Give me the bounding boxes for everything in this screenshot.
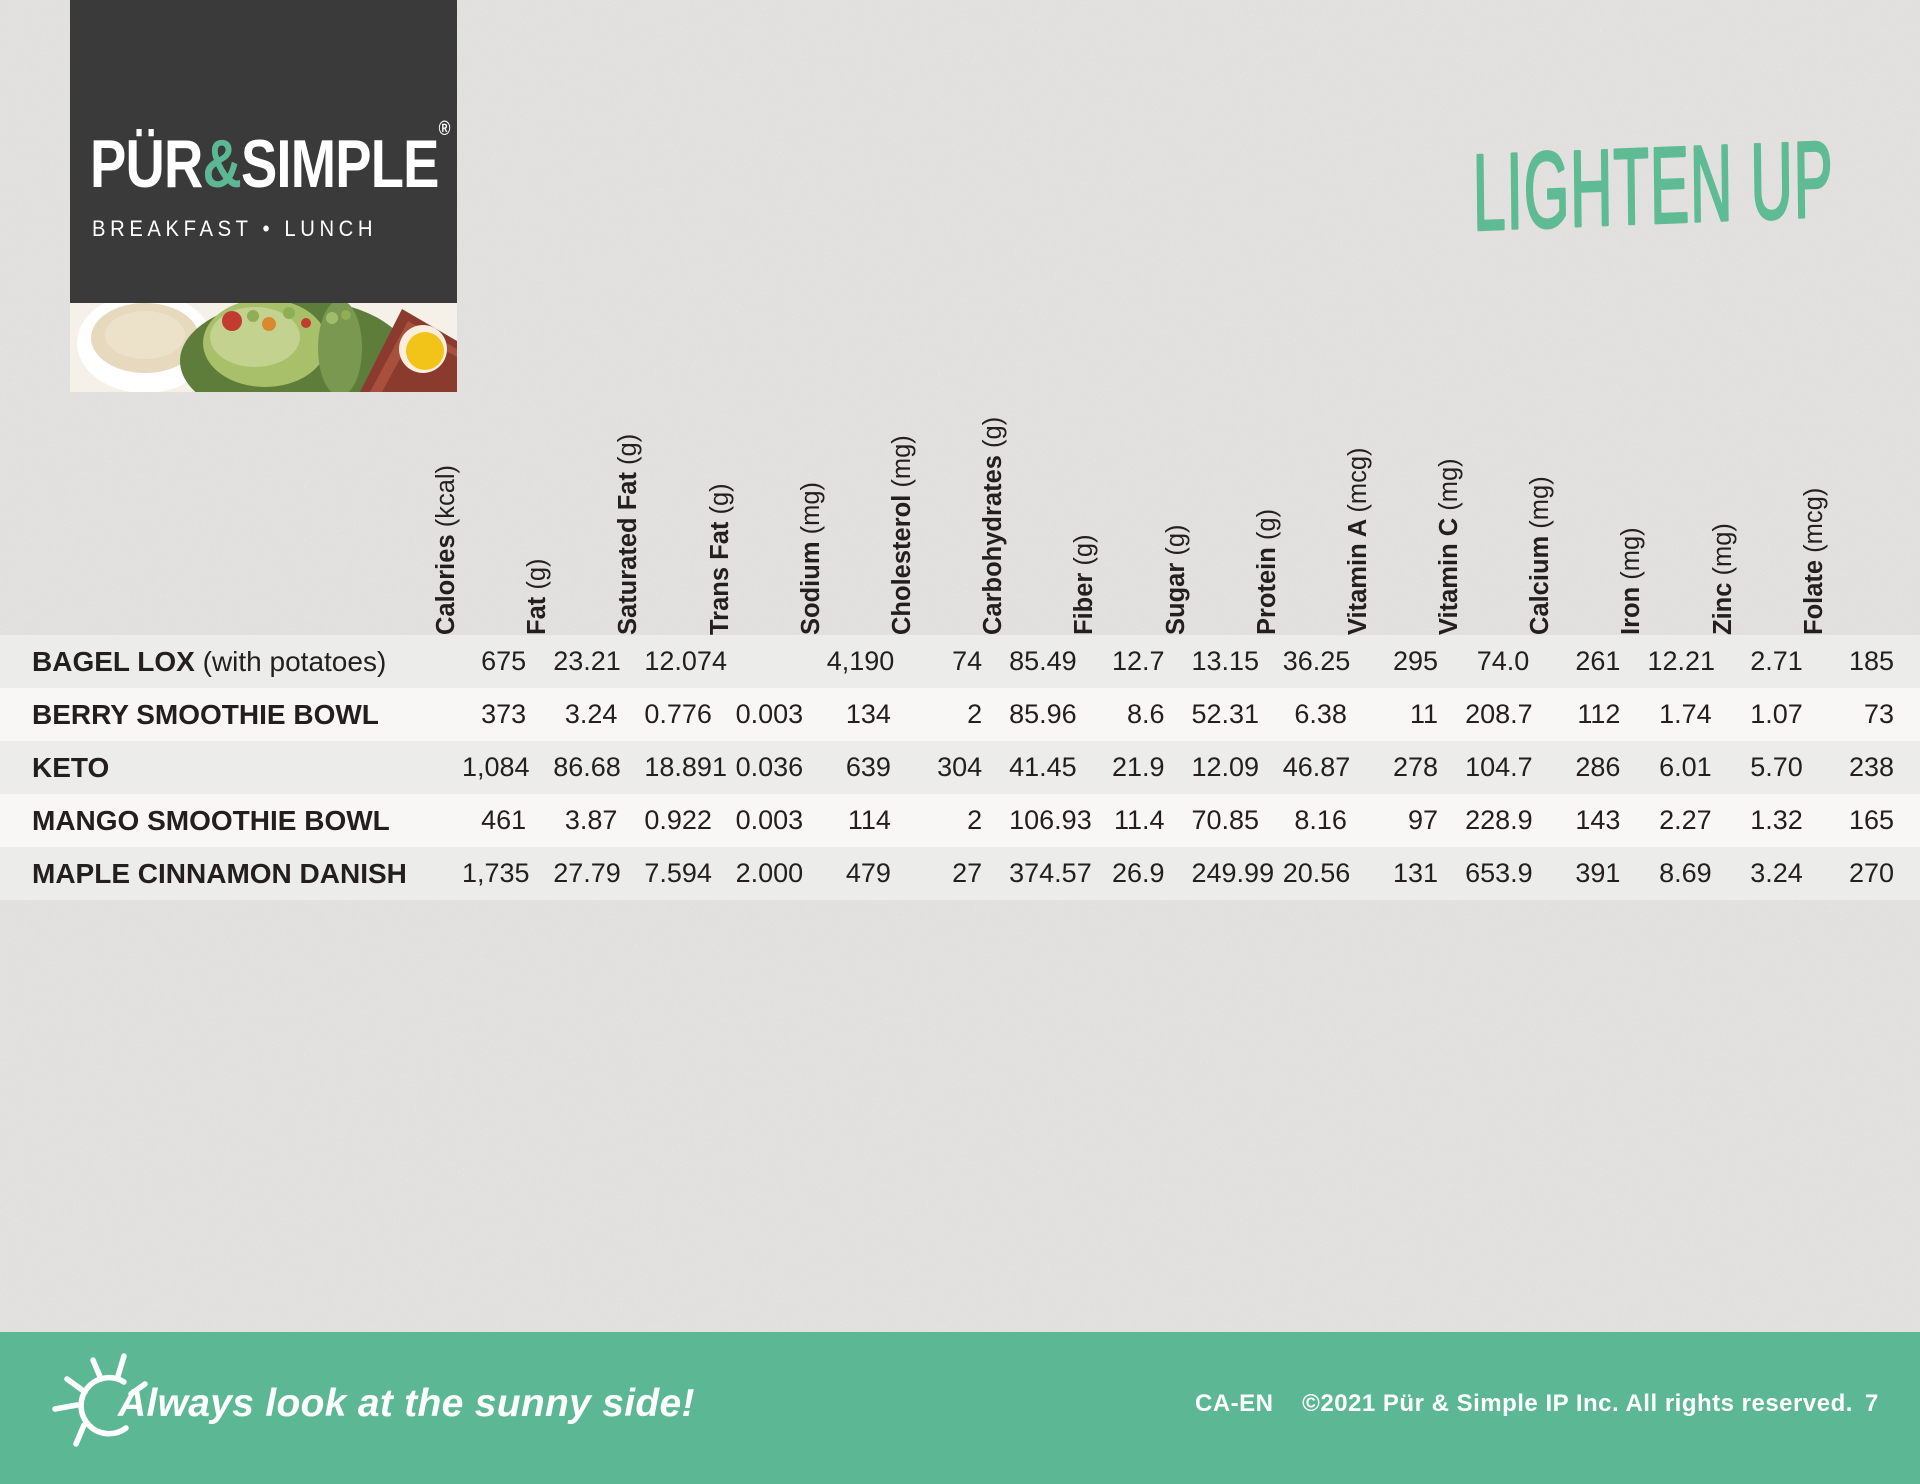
svg-text:LIGHTEN UP: LIGHTEN UP xyxy=(1472,119,1834,254)
